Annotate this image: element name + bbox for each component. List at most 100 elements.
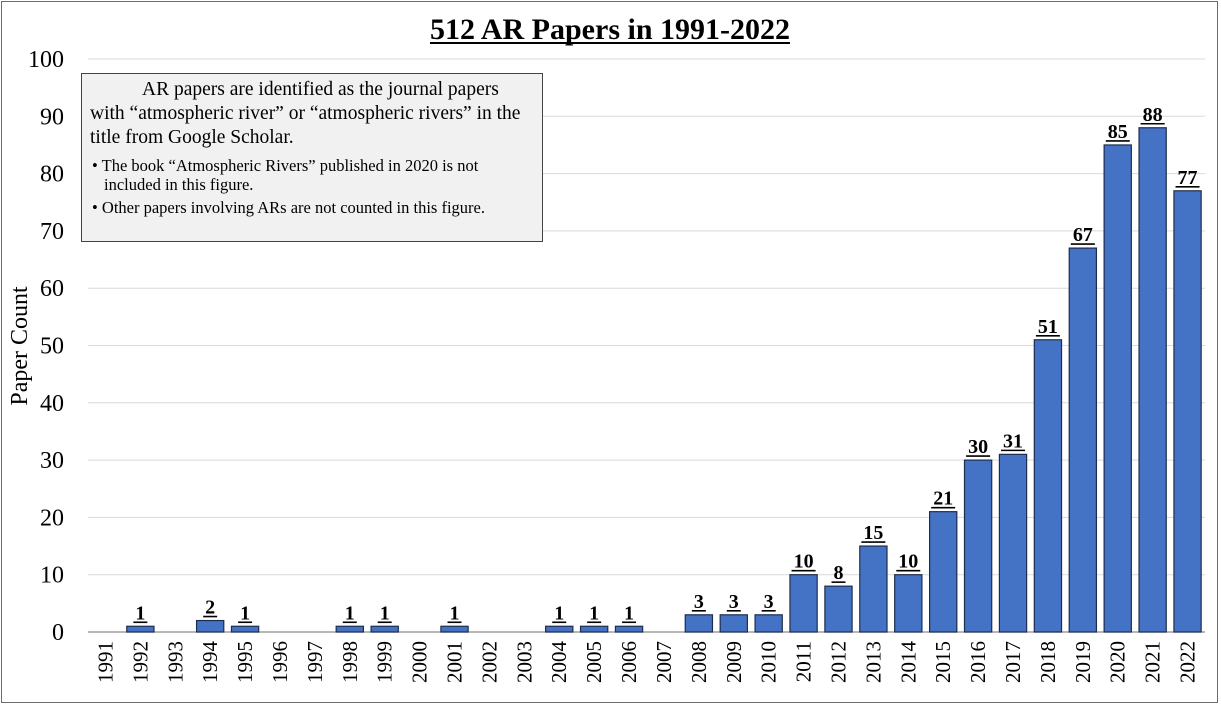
data-label: 8 bbox=[833, 562, 843, 584]
y-tick-label: 100 bbox=[28, 47, 64, 73]
data-label: 88 bbox=[1143, 104, 1163, 126]
x-tick-label: 1991 bbox=[93, 641, 117, 683]
data-label: 15 bbox=[863, 522, 883, 544]
bar bbox=[824, 585, 853, 633]
data-label: 1 bbox=[450, 602, 460, 624]
data-label: 67 bbox=[1073, 224, 1093, 246]
x-tick-label: 2003 bbox=[512, 641, 536, 683]
x-tick-label: 2009 bbox=[722, 641, 746, 683]
bar bbox=[1103, 144, 1132, 633]
x-tick-label: 2001 bbox=[443, 641, 467, 683]
bar bbox=[1068, 247, 1098, 633]
data-label: 1 bbox=[345, 602, 355, 624]
y-tick-label: 50 bbox=[40, 334, 64, 360]
x-tick-label: 2017 bbox=[1001, 641, 1025, 683]
bar bbox=[928, 511, 958, 633]
data-label: 3 bbox=[764, 591, 774, 613]
bar bbox=[195, 619, 225, 633]
bar bbox=[859, 545, 888, 633]
data-label: 1 bbox=[240, 602, 250, 624]
data-label: 1 bbox=[624, 602, 634, 624]
bar bbox=[894, 574, 923, 633]
x-tick-label: 2000 bbox=[408, 641, 432, 683]
bar bbox=[440, 625, 469, 633]
x-tick-label: 2022 bbox=[1176, 641, 1200, 683]
x-tick-label: 1993 bbox=[163, 641, 187, 683]
bars bbox=[126, 127, 1202, 633]
data-label: 1 bbox=[554, 602, 564, 624]
bar bbox=[1173, 190, 1202, 633]
x-tick-label: 2014 bbox=[896, 641, 920, 684]
x-tick-label: 2018 bbox=[1036, 641, 1060, 683]
bar bbox=[719, 614, 748, 633]
x-tick-label: 2012 bbox=[826, 641, 850, 683]
y-tick-label: 0 bbox=[52, 620, 64, 646]
data-label: 2 bbox=[205, 597, 215, 619]
bar bbox=[789, 574, 818, 633]
data-label: 85 bbox=[1108, 121, 1128, 143]
x-tick-label: 2005 bbox=[582, 641, 606, 683]
bar bbox=[684, 614, 714, 633]
x-tick-label: 2021 bbox=[1141, 641, 1165, 683]
x-tick-label: 2011 bbox=[792, 641, 816, 682]
bar bbox=[230, 625, 260, 633]
y-tick-label: 40 bbox=[40, 391, 64, 417]
note-bullet: • Other papers involving ARs are not cou… bbox=[92, 198, 485, 217]
bar bbox=[370, 625, 399, 633]
x-tick-label: 2002 bbox=[477, 641, 501, 683]
y-tick-label: 10 bbox=[40, 563, 64, 589]
x-tick-label: 1997 bbox=[303, 641, 327, 683]
x-tick-label: 1999 bbox=[373, 641, 397, 683]
bar bbox=[545, 625, 574, 633]
x-tick-label: 2020 bbox=[1106, 641, 1130, 683]
bar bbox=[1138, 127, 1167, 633]
note-bullet-text: The book “Atmospheric Rivers” published … bbox=[101, 156, 479, 194]
y-tick-label: 60 bbox=[40, 276, 64, 302]
data-label: 21 bbox=[933, 488, 953, 510]
data-label: 3 bbox=[694, 591, 704, 613]
x-tick-label: 1995 bbox=[233, 641, 257, 683]
x-tick-label: 2004 bbox=[547, 641, 571, 684]
y-axis-label: Paper Count bbox=[7, 286, 33, 406]
chart-title: 512 AR Papers in 1991-2022 bbox=[430, 13, 790, 46]
bar bbox=[614, 625, 644, 633]
data-label: 1 bbox=[380, 602, 390, 624]
y-tick-label: 90 bbox=[40, 104, 64, 130]
x-tick-label: 1996 bbox=[268, 641, 292, 683]
x-tick-label: 2019 bbox=[1071, 641, 1095, 683]
x-tick-label: 2015 bbox=[931, 641, 955, 683]
data-label: 51 bbox=[1038, 316, 1058, 338]
x-tick-label: 2013 bbox=[861, 641, 885, 683]
data-label: 10 bbox=[794, 551, 814, 573]
x-tick-label: 2006 bbox=[617, 641, 641, 683]
note-box: AR papers are identified as the journal … bbox=[81, 73, 543, 242]
y-tick-label: 30 bbox=[40, 448, 64, 474]
note-bullet: • The book “Atmospheric Rivers” publishe… bbox=[92, 156, 479, 194]
data-label: 77 bbox=[1178, 167, 1198, 189]
x-tick-label: 2016 bbox=[966, 641, 990, 683]
x-tick-label: 2010 bbox=[757, 641, 781, 683]
bar bbox=[998, 453, 1028, 633]
x-tick-labels: 1991 1992 1993 1994 1995 1996 1997 1998 1999 2000… bbox=[93, 641, 1199, 684]
data-label: 31 bbox=[1003, 430, 1023, 452]
x-tick-label: 2008 bbox=[687, 641, 711, 683]
bar bbox=[579, 625, 609, 633]
x-tick-label: 2007 bbox=[652, 641, 676, 683]
note-main-text: AR papers are identified as the journal … bbox=[90, 79, 521, 148]
y-tick-labels: 0 10 20 30 40 50 60 70 80 90 100 bbox=[28, 47, 64, 646]
bar bbox=[963, 459, 993, 633]
bar bbox=[1033, 339, 1063, 633]
data-label: 30 bbox=[968, 436, 988, 458]
y-tick-label: 80 bbox=[40, 162, 64, 188]
data-label: 1 bbox=[135, 602, 145, 624]
data-label: 3 bbox=[729, 591, 739, 613]
bar bbox=[754, 614, 783, 633]
y-tick-label: 20 bbox=[40, 505, 64, 531]
note-bullet-text: Other papers involving ARs are not count… bbox=[101, 198, 485, 217]
bar bbox=[126, 625, 155, 633]
bar bbox=[335, 625, 365, 633]
x-tick-label: 1992 bbox=[128, 641, 152, 683]
data-label: 1 bbox=[589, 602, 599, 624]
data-label: 10 bbox=[898, 551, 918, 573]
